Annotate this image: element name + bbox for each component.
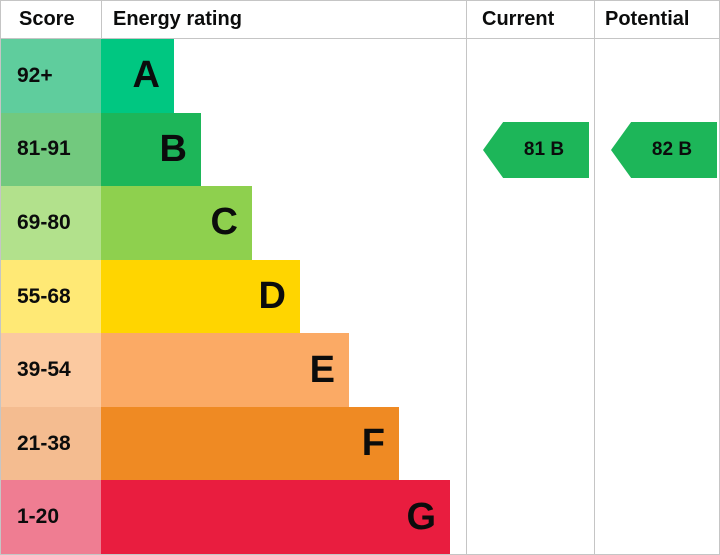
band-letter: E bbox=[309, 348, 335, 391]
rating-row-c: 69-80 C bbox=[1, 186, 466, 260]
epc-header: Score Energy rating Current Potential bbox=[1, 1, 719, 39]
band-letter: B bbox=[159, 127, 187, 170]
score-cell: 81-91 bbox=[1, 112, 101, 187]
rating-row-a: 92+ A bbox=[1, 39, 466, 113]
potential-rating-value: 82 B bbox=[651, 139, 693, 160]
rating-rows: 92+ A 81-91 B 69-80 C 55-68 D 39-54 E 21… bbox=[1, 39, 466, 554]
current-rating-arrow: 81 B bbox=[483, 122, 589, 178]
header-energy-rating-label: Energy rating bbox=[113, 8, 242, 30]
rating-bar: F bbox=[101, 406, 399, 481]
rating-row-d: 55-68 D bbox=[1, 259, 466, 334]
band-letter: C bbox=[210, 201, 238, 244]
score-cell: 21-38 bbox=[1, 406, 101, 481]
score-cell: 1-20 bbox=[1, 480, 101, 554]
rating-row-b: 81-91 B bbox=[1, 112, 466, 187]
rating-bar: D bbox=[101, 259, 300, 334]
rating-row-f: 21-38 F bbox=[1, 406, 466, 481]
rating-bar: A bbox=[101, 39, 174, 113]
rating-bar: C bbox=[101, 186, 252, 260]
rating-bar: E bbox=[101, 333, 349, 407]
divider-potential-column bbox=[594, 1, 595, 554]
score-cell: 92+ bbox=[1, 39, 101, 113]
header-potential-label: Potential bbox=[605, 8, 690, 30]
score-cell: 39-54 bbox=[1, 333, 101, 407]
divider-current-column bbox=[466, 1, 467, 554]
current-rating-value: 81 B bbox=[523, 139, 565, 160]
score-cell: 69-80 bbox=[1, 186, 101, 260]
band-letter: F bbox=[361, 422, 385, 465]
rating-bar: G bbox=[101, 480, 450, 554]
band-letter: A bbox=[132, 54, 160, 97]
rating-row-g: 1-20 G bbox=[1, 480, 466, 554]
divider-score-column bbox=[101, 1, 102, 39]
header-score-label: Score bbox=[19, 8, 75, 30]
band-letter: G bbox=[406, 495, 436, 538]
rating-row-e: 39-54 E bbox=[1, 333, 466, 407]
potential-rating-arrow: 82 B bbox=[611, 122, 717, 178]
band-letter: D bbox=[258, 275, 286, 318]
rating-bar: B bbox=[101, 112, 201, 187]
score-cell: 55-68 bbox=[1, 259, 101, 334]
header-current-label: Current bbox=[482, 8, 555, 30]
